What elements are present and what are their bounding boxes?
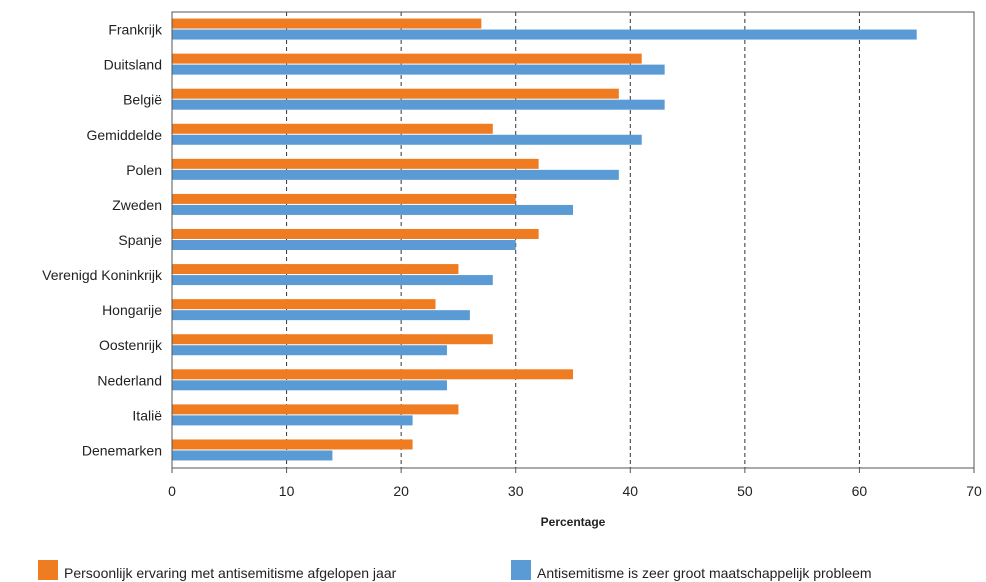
bar-persoonlijk: [172, 229, 539, 239]
category-labels: Frankrijk Duitsland België Gemiddelde Polen Z…: [42, 22, 163, 459]
bar-maatschappelijk: [172, 99, 665, 110]
bar-maatschappelijk: [172, 134, 642, 145]
x-tick-label: 60: [852, 483, 868, 499]
category-label: Polen: [126, 162, 162, 178]
legend-swatch: [38, 560, 58, 580]
bar-maatschappelijk: [172, 450, 333, 461]
category-label: Oostenrijk: [99, 337, 163, 353]
category-label: Gemiddelde: [87, 127, 163, 143]
bar-persoonlijk: [172, 53, 642, 64]
x-tick-label: 50: [737, 483, 753, 499]
bar-persoonlijk: [172, 158, 539, 169]
x-tick-label: 20: [393, 483, 409, 499]
bars: [172, 18, 917, 461]
legend: Persoonlijk ervaring met antisemitisme a…: [38, 560, 872, 581]
category-label: Zweden: [112, 197, 162, 213]
bar-maatschappelijk: [172, 240, 516, 250]
bar-persoonlijk: [172, 88, 619, 99]
category-label: Verenigd Koninkrijk: [42, 267, 163, 283]
category-label: Hongarije: [102, 302, 162, 318]
category-label: Italië: [132, 407, 162, 423]
category-label: Nederland: [97, 372, 162, 388]
x-tick-label: 70: [966, 483, 982, 499]
x-tick-label: 0: [168, 483, 176, 499]
x-tick-label: 10: [279, 483, 295, 499]
bar-maatschappelijk: [172, 64, 665, 75]
x-tick-label: 30: [508, 483, 524, 499]
bar-maatschappelijk: [172, 275, 493, 286]
bar-persoonlijk: [172, 193, 516, 204]
legend-label: Persoonlijk ervaring met antisemitisme a…: [64, 565, 397, 581]
x-axis-title: Percentage: [541, 515, 606, 529]
bar-persoonlijk: [172, 404, 459, 415]
category-label: Spanje: [118, 232, 162, 248]
bar-persoonlijk: [172, 264, 459, 275]
category-label: Frankrijk: [108, 22, 163, 38]
bar-maatschappelijk: [172, 169, 619, 180]
legend-swatch: [511, 560, 531, 580]
x-tick-label: 40: [622, 483, 638, 499]
bar-maatschappelijk: [172, 29, 917, 40]
bar-maatschappelijk: [172, 204, 573, 215]
bar-maatschappelijk: [172, 310, 470, 321]
bar-persoonlijk: [172, 369, 573, 380]
plot-frame: [171, 11, 975, 469]
legend-label: Antisemitisme is zeer groot maatschappel…: [537, 565, 872, 581]
bar-persoonlijk: [172, 439, 413, 450]
bar-persoonlijk: [172, 299, 436, 310]
category-label: Duitsland: [104, 57, 162, 73]
bar-persoonlijk: [172, 334, 493, 345]
bar-maatschappelijk: [172, 415, 413, 426]
bar-maatschappelijk: [172, 345, 447, 356]
bar-persoonlijk: [172, 123, 493, 134]
category-label: België: [123, 92, 162, 108]
bar-maatschappelijk: [172, 380, 447, 391]
x-axis-ticks: 0 10 20 30 40 50 60 70: [168, 468, 982, 499]
category-label: Denemarken: [82, 442, 162, 458]
bar-persoonlijk: [172, 18, 482, 29]
